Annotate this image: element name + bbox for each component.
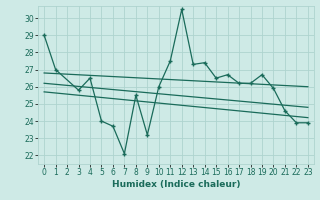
X-axis label: Humidex (Indice chaleur): Humidex (Indice chaleur) [112, 180, 240, 189]
